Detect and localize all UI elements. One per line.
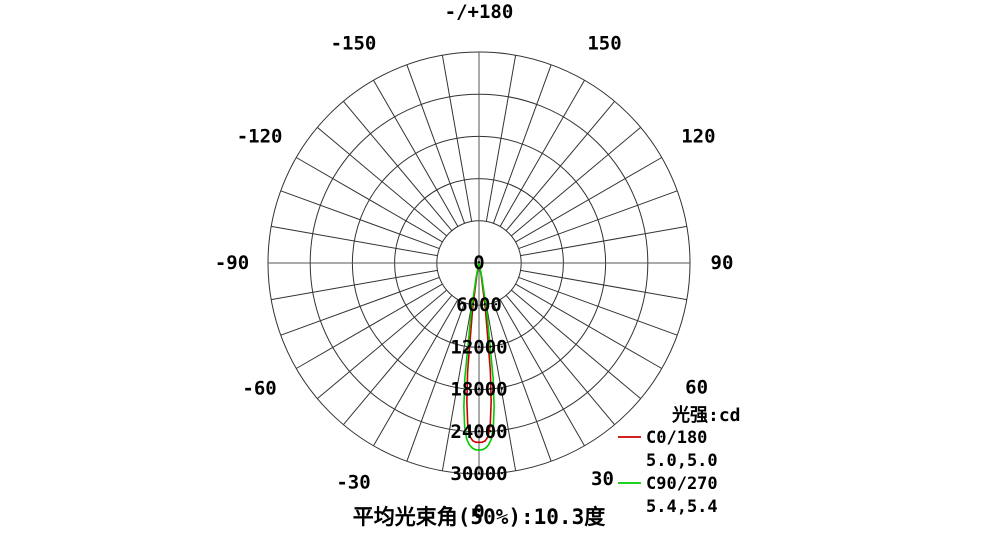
angle-label: -120 (237, 126, 283, 148)
grid-spoke (485, 304, 517, 471)
legend-value-c90-270: 5.4,5.4 (646, 497, 718, 517)
grid-spoke (492, 64, 552, 224)
grid-spoke (520, 269, 687, 301)
angle-label: -/+180 (445, 1, 514, 23)
grid-spoke (373, 80, 459, 227)
chart-legend: 光强:cd C0/180 5.0,5.0 C90/270 5.4,5.4 (618, 404, 741, 517)
grid-spoke (317, 289, 447, 400)
grid-spoke (515, 157, 662, 243)
legend-value-c0-180: 5.0,5.0 (646, 451, 718, 471)
grid-spoke (441, 55, 473, 222)
grid-spoke (271, 225, 438, 257)
grid-spoke (373, 299, 459, 446)
angle-label: 120 (681, 126, 715, 148)
grid-spoke (499, 80, 585, 227)
legend-label-c90-270: C90/270 (646, 474, 718, 494)
polar-grid (267, 51, 691, 475)
angle-label: 150 (587, 33, 621, 55)
intensity-curves (463, 262, 495, 451)
grid-spoke (406, 302, 466, 462)
radial-tick-label: 30000 (450, 463, 507, 485)
radial-tick-label: 24000 (450, 421, 507, 443)
grid-spoke (280, 190, 440, 250)
legend-label-c0-180: C0/180 (646, 428, 707, 448)
intensity-curve (463, 262, 495, 451)
grid-spoke (485, 55, 517, 222)
angle-tick-labels: -/+180 -150 150 -120 120 -90 90 -60 60 -30 30 0 (215, 1, 734, 523)
grid-spoke (296, 157, 443, 243)
grid-spoke (406, 64, 466, 224)
radial-tick-label: 0 (473, 252, 484, 274)
grid-spoke (280, 276, 440, 336)
grid-spoke (492, 302, 552, 462)
legend-title: 光强:cd (671, 404, 741, 426)
radial-tick-label: 18000 (450, 379, 507, 401)
grid-spoke (441, 304, 473, 471)
grid-spoke (518, 276, 678, 336)
beam-angle-caption: 平均光束角(50%):10.3度 (353, 505, 605, 529)
angle-label: -60 (242, 378, 276, 400)
grid-spoke (518, 190, 678, 250)
grid-spoke (515, 283, 662, 369)
angle-label: 30 (591, 468, 614, 490)
grid-spoke (271, 269, 438, 301)
grid-spoke (511, 289, 641, 400)
grid-spoke (317, 126, 447, 237)
grid-spoke (520, 225, 687, 257)
angle-label: 0 (473, 501, 484, 523)
intensity-curve (466, 262, 492, 444)
angle-label: -30 (336, 471, 370, 493)
radial-tick-labels: 0 6000 12000 18000 24000 30000 (450, 252, 507, 485)
grid-spoke (511, 126, 641, 237)
grid-spoke (505, 295, 616, 425)
grid-spoke (296, 283, 443, 369)
grid-spoke (342, 101, 453, 231)
radial-tick-label: 6000 (456, 294, 502, 316)
angle-label: 60 (685, 377, 708, 399)
grid-spoke (505, 101, 616, 231)
radial-tick-label: 12000 (450, 336, 507, 358)
angle-label: -90 (215, 252, 249, 274)
grid-spoke (499, 299, 585, 446)
angle-label: -150 (331, 33, 377, 55)
angle-label: 90 (711, 252, 734, 274)
grid-spoke (342, 295, 453, 425)
